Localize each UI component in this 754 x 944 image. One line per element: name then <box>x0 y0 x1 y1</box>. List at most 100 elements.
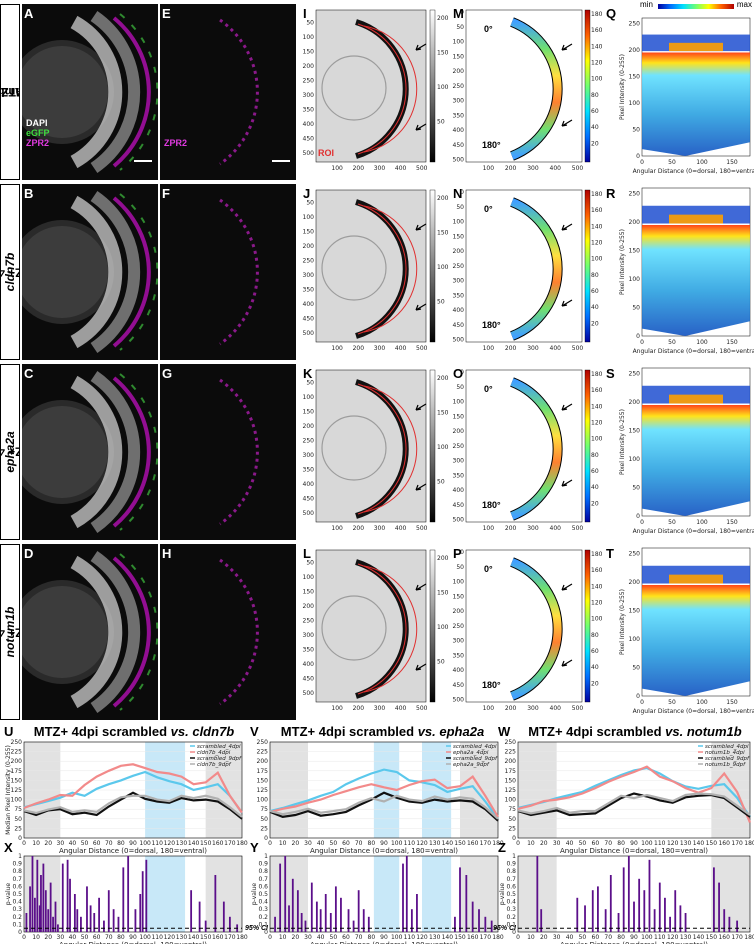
row-label-cldn7b: MTZ+ 4dpi cldn7b <box>0 184 20 360</box>
arrow-indicator <box>561 299 573 307</box>
x-tick-label: 110 <box>151 840 163 847</box>
roi-y-tick: 100 <box>453 219 465 226</box>
image-y-tick: 500 <box>303 510 315 517</box>
image-y-tick: 50 <box>306 559 314 566</box>
x-tick-label: 10 <box>527 934 535 941</box>
micrograph-zpr2-g <box>160 364 296 540</box>
roi-x-tick: 300 <box>527 705 539 712</box>
arrow-indicator <box>561 479 573 487</box>
roi-y-tick: 0 <box>460 9 464 16</box>
legend-entry: scrambled_9dpf <box>705 756 750 762</box>
gray-band <box>270 856 308 932</box>
roi-colorbar-tick: 100 <box>591 436 602 443</box>
y-tick-label: 75 <box>508 806 516 813</box>
p-value-bar <box>454 916 456 932</box>
image-colorbar-tick: 100 <box>437 84 449 91</box>
p-value-bar <box>324 894 327 932</box>
image-y-tick: 150 <box>303 588 315 595</box>
roi-colorbar-tick: 80 <box>591 632 599 639</box>
p-value-bar <box>122 867 125 932</box>
p-value-bar <box>669 916 671 932</box>
x-tick-label: 90 <box>630 934 638 941</box>
p-value-bar <box>653 909 656 932</box>
density-y-label: Pixel Intensity (0-255) <box>619 229 626 295</box>
y-tick-label: 250 <box>11 739 23 746</box>
x-tick-label: 0 <box>268 840 272 847</box>
angle-start-label: 0° <box>484 204 493 214</box>
image-colorbar-tick: 200 <box>437 555 449 562</box>
retina-zpr2-image <box>219 378 259 526</box>
roi-x-tick: 200 <box>505 345 517 352</box>
retina-merged-image <box>22 191 158 353</box>
roi-colorbar-tick: 140 <box>591 43 602 50</box>
image-y-tick: 300 <box>303 452 315 459</box>
roi-y-tick: 400 <box>453 127 465 134</box>
roi-x-tick: 500 <box>572 525 584 532</box>
x-tick-label: 110 <box>151 934 163 941</box>
p-value-bar <box>145 859 148 932</box>
x-tick-label: 80 <box>117 840 125 847</box>
x-tick-label: 70 <box>604 840 612 847</box>
density-y-tick: 100 <box>629 636 641 643</box>
p-value-bar <box>604 909 607 932</box>
roi-x-tick: 200 <box>505 165 517 172</box>
x-tick-label: 20 <box>540 934 548 941</box>
blue-band <box>373 856 400 932</box>
colorbar-max-label: max <box>736 0 752 9</box>
series-line-cldn7b-4dpi <box>23 763 243 814</box>
p-value-bar <box>319 909 322 932</box>
micrograph-merged-d <box>22 544 158 720</box>
p-value-bar <box>117 916 120 932</box>
density-x-tick: 150 <box>726 159 738 166</box>
p-value-bar <box>198 901 201 932</box>
x-tick-label: 120 <box>416 934 428 941</box>
p-value-bar <box>98 897 100 932</box>
p-value-bar <box>76 909 79 932</box>
roi-y-tick: 0 <box>460 189 464 196</box>
roi-colorbar-tick: 20 <box>591 500 599 507</box>
x-tick-label: 30 <box>57 840 65 847</box>
p-value-bar <box>310 882 313 932</box>
p-value-bar <box>107 890 110 932</box>
legend-entry: scrambled_4dpi <box>197 744 241 750</box>
x-tick-label: 100 <box>139 934 151 941</box>
image-y-tick: 450 <box>303 135 315 142</box>
roi-colorbar-tick: 100 <box>591 256 602 263</box>
roi-label: ROI <box>318 148 335 158</box>
x-tick-label: 140 <box>693 840 705 847</box>
arrow-indicator <box>415 43 427 51</box>
p-value-bar <box>713 867 715 932</box>
series-line-notum1b-9dpf <box>517 792 751 816</box>
roi-y-tick: 200 <box>453 248 465 255</box>
gray-band <box>270 742 308 838</box>
gray-band <box>711 742 750 838</box>
x-tick-label: 0 <box>22 840 26 847</box>
roi-y-tick: 350 <box>453 472 465 479</box>
x-tick-label: 160 <box>212 840 224 847</box>
density-y-tick: 50 <box>632 305 640 312</box>
image-y-tick: 200 <box>303 243 315 250</box>
density-y-label: Pixel Intensity (0-255) <box>619 589 626 655</box>
p-value-bar <box>347 909 350 932</box>
density-x-tick: 0 <box>640 699 644 706</box>
gray-band <box>518 856 557 932</box>
density-y-tick: 100 <box>629 276 641 283</box>
roi-y-tick: 350 <box>453 112 465 119</box>
image-y-tick: 200 <box>303 63 315 70</box>
bar-chart-x: 00.10.20.30.40.50.60.70.80.910 10 20 30 40 50… <box>4 840 248 944</box>
angle-start-label: 0° <box>484 384 493 394</box>
p-value-bar <box>296 890 299 932</box>
image-x-tick: 100 <box>331 165 343 172</box>
y-tick-label: 25 <box>508 825 516 832</box>
x-tick-label: 0 <box>516 840 520 847</box>
image-y-tick: 500 <box>303 150 315 157</box>
density-x-tick: 100 <box>696 339 708 346</box>
image-colorbar-tick: 200 <box>437 195 449 202</box>
legend-entry: cldn7b_4dpi <box>197 750 231 756</box>
gray-band <box>205 856 242 932</box>
y-tick-label: 0 <box>264 929 268 936</box>
gray-band <box>24 856 61 932</box>
row-label-epha2a: MTZ+ 4dpi epha2a <box>0 364 20 540</box>
panel-letter-c: C <box>24 366 34 381</box>
panel-letter-y: Y <box>250 840 259 855</box>
